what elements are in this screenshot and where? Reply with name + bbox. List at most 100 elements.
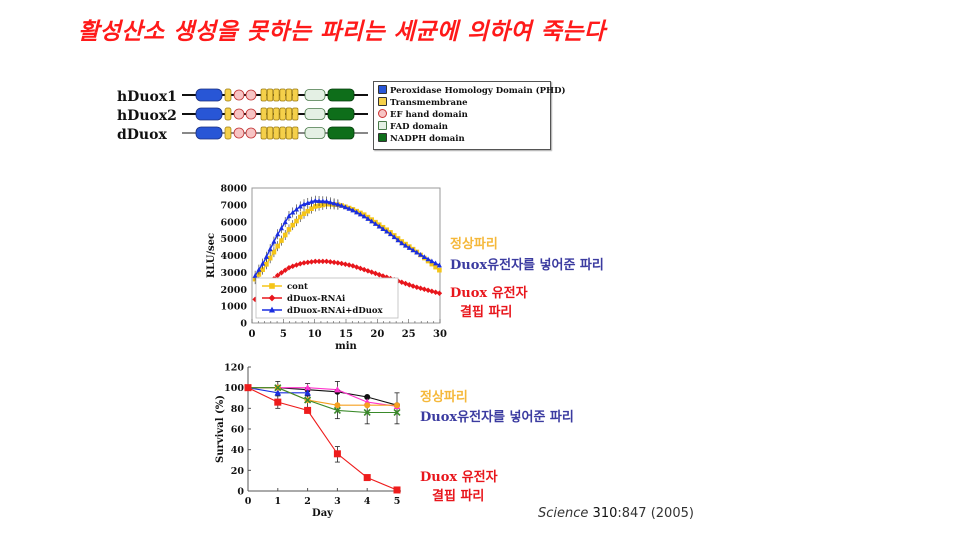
svg-text:60: 60	[231, 425, 245, 436]
tm-domain	[279, 126, 286, 140]
svg-text:40: 40	[231, 445, 245, 456]
svg-text:Survival (%): Survival (%)	[215, 395, 226, 463]
svg-text:3: 3	[334, 496, 341, 507]
label-mutant-fly-bottom: Duox 유전자	[420, 470, 498, 485]
svg-text:5000: 5000	[221, 234, 248, 245]
domain-tracks	[182, 88, 368, 140]
ef-hand-domain	[245, 89, 257, 101]
legend-item-ef-hand: EF hand domain	[378, 109, 468, 120]
svg-text:1: 1	[274, 496, 281, 507]
label-mutant-fly-top: Duox 유전자	[450, 286, 528, 301]
tm-domain	[285, 126, 293, 140]
ef-hand-domain	[245, 108, 257, 120]
svg-text:1000: 1000	[221, 302, 248, 313]
tm-domain	[285, 107, 293, 121]
label-mutant-fly-bottom-line2: 결핍 파리	[432, 489, 485, 504]
legend-item-fad: FAD domain	[378, 121, 448, 132]
label-rescue-fly-bottom: Duox유전자를 넣어준 파리	[420, 410, 574, 425]
svg-text:6000: 6000	[221, 217, 248, 228]
svg-text:25: 25	[402, 329, 416, 340]
svg-text:dDuox-RNAi+dDuox: dDuox-RNAi+dDuox	[287, 306, 384, 316]
ef-hand-domain	[245, 127, 257, 139]
tm-domain	[292, 126, 299, 140]
survival-series-line	[248, 387, 397, 414]
tm-domain	[266, 126, 274, 140]
svg-text:80: 80	[231, 404, 245, 415]
svg-text:0: 0	[240, 319, 247, 330]
protein-label-hduox2: hDuox2	[117, 108, 177, 124]
citation: Science 310:847 (2005)	[538, 506, 694, 521]
svg-text:Day: Day	[312, 508, 334, 519]
svg-text:8000: 8000	[221, 184, 248, 195]
svg-text:5: 5	[280, 329, 287, 340]
svg-text:0: 0	[245, 496, 252, 507]
phd-domain	[195, 126, 223, 140]
svg-text:0: 0	[237, 487, 244, 498]
ef-hand-domain	[233, 108, 245, 120]
tm-domain	[224, 126, 232, 140]
svg-text:min: min	[335, 341, 357, 352]
ros-production-chart: 0 1000 2000 3000 4000 5000 6000 7000 8000 0 5 10 15 2…	[206, 184, 447, 353]
nadph-domain	[327, 126, 355, 140]
tm-domain	[273, 107, 280, 121]
svg-text:dDuox-RNAi: dDuox-RNAi	[287, 294, 346, 304]
svg-text:7000: 7000	[221, 200, 248, 211]
tm-domain	[266, 88, 274, 102]
svg-text:0: 0	[249, 329, 256, 340]
tm-domain	[279, 107, 286, 121]
label-normal-fly-bottom: 정상파리	[420, 390, 468, 405]
svg-text:30: 30	[433, 329, 447, 340]
legend-item-transmembrane: Transmembrane	[378, 97, 468, 108]
survival-chart: 0 20 40 60 80 100 120 0 1 2 3 4 5 Day Survival (%)	[215, 363, 401, 519]
fad-domain	[304, 127, 326, 139]
tm-domain	[273, 88, 280, 102]
fad-domain	[304, 108, 326, 120]
svg-text:15: 15	[339, 329, 353, 340]
phd-domain	[195, 107, 223, 121]
ef-hand-swatch-icon	[378, 109, 387, 118]
tm-domain	[260, 88, 267, 102]
tm-domain	[260, 107, 267, 121]
svg-text:3000: 3000	[221, 268, 248, 279]
label-normal-fly-top: 정상파리	[450, 237, 498, 252]
label-rescue-fly-top: Duox유전자를 넣어준 파리	[450, 258, 604, 273]
tm-domain	[224, 88, 232, 102]
ef-hand-domain	[233, 89, 245, 101]
survival-series-line	[247, 387, 398, 491]
tm-domain	[292, 107, 299, 121]
legend-item-phd: Peroxidase Homology Domain (PHD)	[378, 85, 565, 96]
svg-text:4: 4	[364, 496, 371, 507]
tm-domain	[279, 88, 286, 102]
ef-hand-domain	[233, 127, 245, 139]
svg-text:cont: cont	[287, 282, 308, 292]
tm-domain	[285, 88, 293, 102]
tm-domain	[260, 126, 267, 140]
tm-domain	[273, 126, 280, 140]
fad-swatch-icon	[378, 121, 387, 130]
svg-text:100: 100	[224, 383, 244, 394]
tm-domain	[224, 107, 232, 121]
svg-text:5: 5	[394, 496, 401, 507]
nadph-swatch-icon	[378, 133, 387, 142]
svg-text:20: 20	[370, 329, 384, 340]
protein-label-dduox: dDuox	[117, 127, 167, 143]
svg-text:2000: 2000	[221, 285, 248, 296]
tm-domain	[292, 88, 299, 102]
nadph-domain	[327, 88, 355, 102]
svg-text:RLU/sec: RLU/sec	[206, 233, 217, 278]
label-mutant-fly-top-line2: 결핍 파리	[460, 305, 513, 320]
svg-text:120: 120	[224, 363, 244, 374]
chart-legend: cont dDuox-RNAi dDuox-RNAi+dDuox	[255, 277, 399, 319]
tm-domain	[266, 107, 274, 121]
protein-label-hduox1: hDuox1	[117, 89, 177, 105]
nadph-domain	[327, 107, 355, 121]
slide-title: 활성산소 생성을 못하는 파리는 세균에 의하여 죽는다	[78, 19, 606, 45]
transmembrane-swatch-icon	[378, 97, 387, 106]
fad-domain	[304, 89, 326, 101]
svg-text:20: 20	[231, 466, 245, 477]
phd-swatch-icon	[378, 85, 387, 94]
svg-text:10: 10	[308, 329, 322, 340]
svg-text:4000: 4000	[221, 251, 248, 262]
legend-item-nadph: NADPH domain	[378, 133, 465, 144]
phd-domain	[195, 88, 223, 102]
